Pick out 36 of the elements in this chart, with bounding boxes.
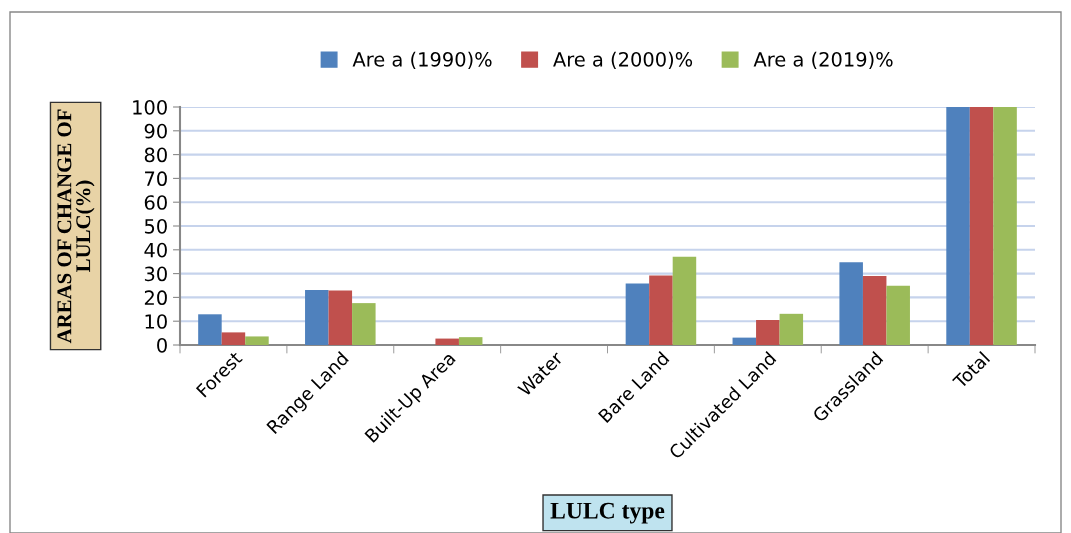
legend-label: Are a (1990)% bbox=[352, 51, 492, 69]
y-tick-label: 90 bbox=[144, 123, 167, 139]
bar bbox=[305, 290, 329, 345]
y-tick-label: 50 bbox=[144, 218, 167, 234]
bar bbox=[352, 303, 376, 345]
y-tick-label: 70 bbox=[145, 171, 167, 187]
bar bbox=[458, 337, 483, 345]
y-tick-label: 40 bbox=[144, 242, 167, 258]
y-tick-label: 20 bbox=[144, 290, 167, 306]
bar bbox=[649, 275, 673, 345]
legend-label: Are a (2000)% bbox=[553, 51, 693, 69]
bar bbox=[221, 332, 246, 345]
y-tick-label: 0 bbox=[157, 337, 167, 353]
bar bbox=[862, 275, 887, 345]
bar bbox=[839, 262, 863, 345]
bar bbox=[886, 285, 910, 345]
y-tick-label: 60 bbox=[144, 195, 167, 210]
y-tick-label: 80 bbox=[144, 147, 167, 163]
y-tick-label: 100 bbox=[133, 99, 167, 115]
bar bbox=[993, 107, 1017, 345]
y-tick-label: 10 bbox=[145, 314, 167, 329]
x-axis-title: LULC type bbox=[550, 502, 665, 524]
bar bbox=[625, 283, 650, 345]
y-tick-label: 30 bbox=[144, 266, 167, 282]
bar bbox=[435, 338, 459, 345]
bar bbox=[245, 336, 269, 345]
bar bbox=[756, 320, 780, 345]
bar bbox=[672, 256, 697, 345]
bar bbox=[328, 290, 353, 345]
bar bbox=[969, 107, 994, 345]
bar bbox=[779, 313, 804, 345]
y-axis-title: AREAS OF CHANGE OF LULC(%) bbox=[57, 109, 95, 344]
bar bbox=[198, 314, 222, 345]
bar bbox=[946, 107, 970, 345]
bar bbox=[732, 337, 757, 345]
legend-label: Are a (2019)% bbox=[753, 51, 893, 69]
